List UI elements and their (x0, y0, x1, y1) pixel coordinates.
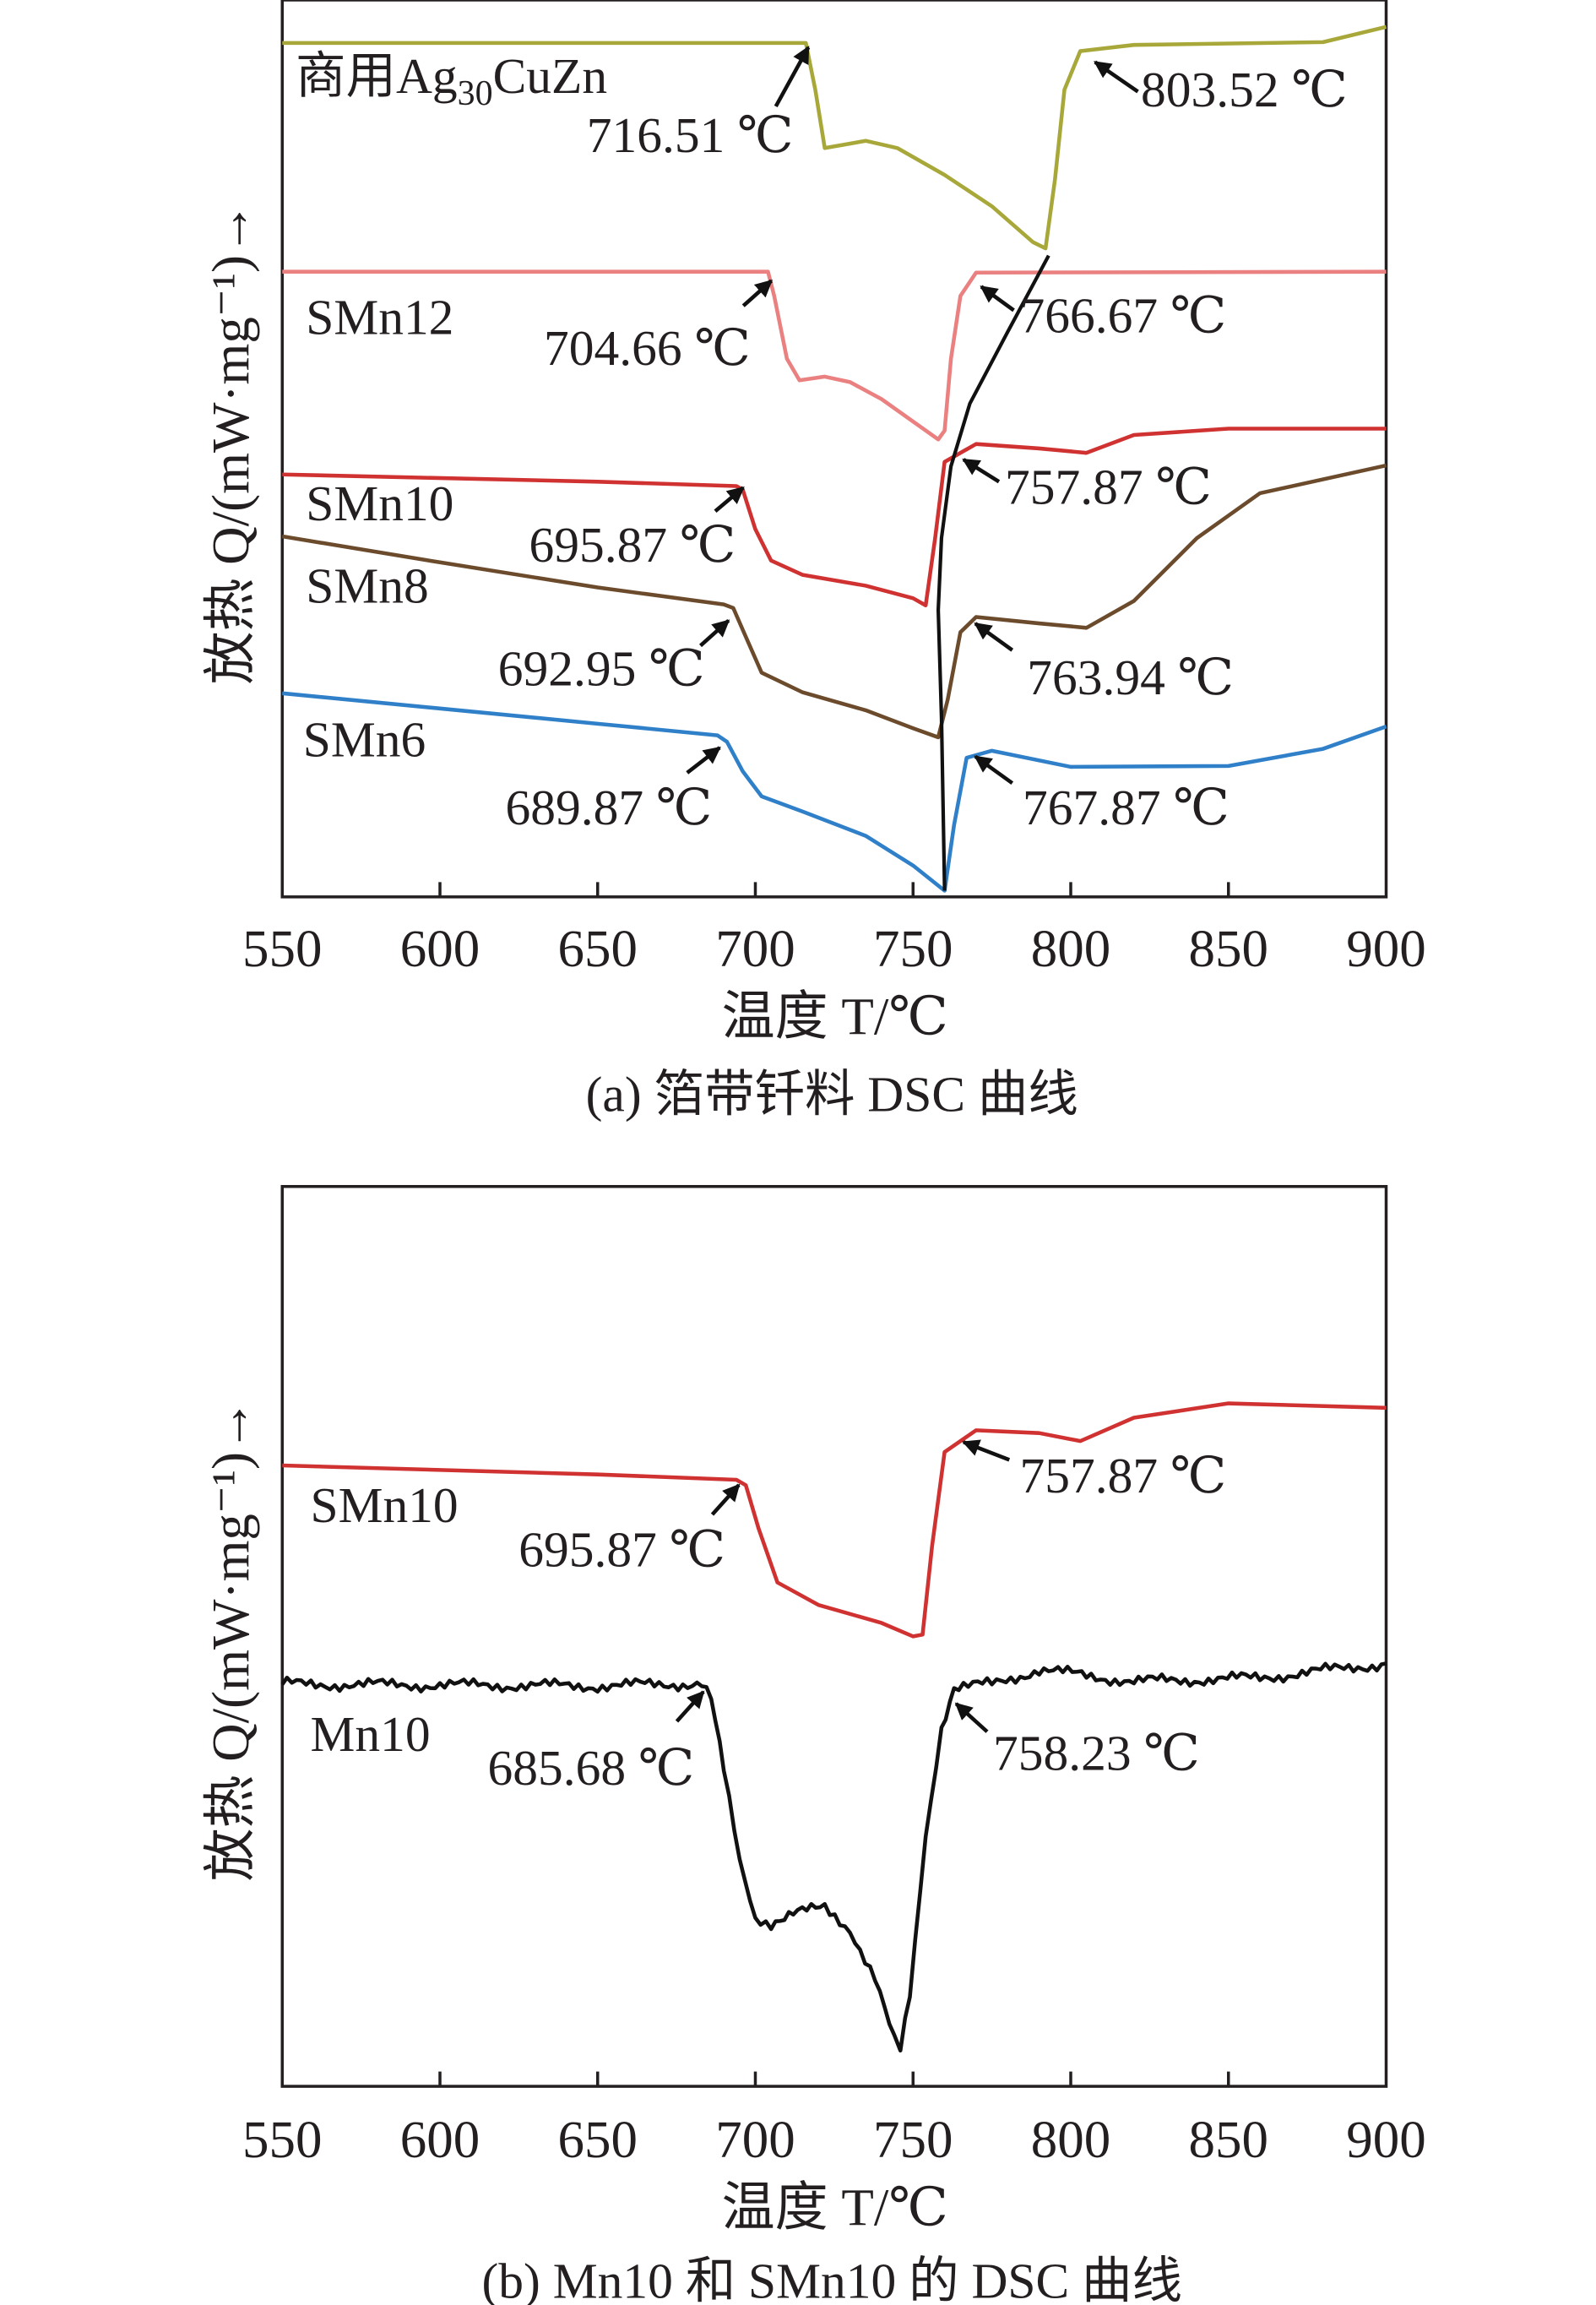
x-tick-label: 900 (1346, 2110, 1425, 2169)
x-tick-label: 750 (873, 919, 953, 978)
series-line-ag30cuzn (282, 24, 1387, 251)
annotation-arrow (974, 754, 1014, 786)
x-tick-label: 800 (1031, 919, 1110, 978)
annotation-arrow (698, 619, 730, 648)
x-tick-label: 800 (1031, 2110, 1110, 2169)
plot-frame (280, 1184, 1388, 2088)
y-axis-title: 放热 Q/(mW·mg⁻¹)→ (201, 1399, 260, 1881)
x-tick-label: 650 (558, 919, 638, 978)
annotation-arrow (710, 1483, 741, 1516)
annotation-arrow (675, 1690, 705, 1723)
annotation-arrow (974, 622, 1014, 652)
series-label: SMn6 (303, 712, 426, 768)
x-tick-label: 700 (715, 919, 795, 978)
annotation-arrow (1094, 60, 1139, 94)
x-axis-title: 温度 T/℃ (722, 987, 948, 1046)
guide-line (936, 254, 1050, 891)
series-label: SMn10 (311, 1477, 459, 1533)
series-line-mn10 (280, 1661, 1387, 2053)
annotation-arrow (962, 1439, 1011, 1462)
annotation-arrow (954, 1702, 989, 1733)
annotation-label: 689.87 ℃ (505, 780, 712, 835)
series-line-smn8 (281, 463, 1387, 740)
chart-b: 550 600 650 700 750 800 850 900 温度 T/℃ (b) Mn10 和… (201, 1184, 1426, 2305)
series-label: SMn8 (306, 558, 428, 614)
series-line-smn6 (282, 691, 1387, 893)
annotation-label: 763.94 ℃ (1027, 650, 1234, 705)
series-label: Mn10 (311, 1706, 431, 1762)
x-tick-label: 850 (1189, 919, 1268, 978)
series-label: 商用Ag30CuZn (296, 48, 607, 113)
annotation-arrow (962, 458, 1001, 484)
x-tick-label: 850 (1189, 2110, 1268, 2169)
annotation-label: 757.87 ℃ (1005, 459, 1212, 515)
series-label-main: 商用Ag (296, 48, 458, 104)
x-tick-label: 900 (1346, 919, 1425, 978)
annotation-arrow (686, 746, 721, 775)
x-tick-label: 750 (873, 2110, 953, 2169)
chart-a: 550 600 650 700 750 800 850 900 温度 T/℃ (a) 箔带钎料 D… (201, 0, 1426, 1123)
annotation-label: 757.87 ℃ (1020, 1448, 1227, 1503)
plot-frame (280, 0, 1388, 899)
annotation-label: 766.67 ℃ (1020, 288, 1227, 344)
figure-caption: (b) Mn10 和 SMn10 的 DSC 曲线 (482, 2253, 1182, 2305)
series-line-smn10 (282, 1401, 1387, 1639)
series-label: SMn12 (306, 289, 453, 345)
annotation-label: 803.52 ℃ (1141, 62, 1348, 117)
series-label-sub: 30 (458, 74, 493, 113)
annotation-label: 685.68 ℃ (488, 1740, 695, 1796)
annotation-label: 695.87 ℃ (529, 517, 736, 573)
annotation-label: 767.87 ℃ (1023, 780, 1230, 835)
x-tick-label: 550 (242, 919, 322, 978)
annotation-arrow (980, 285, 1015, 313)
series-label: SMn10 (306, 476, 453, 531)
annotation-label: 758.23 ℃ (993, 1726, 1200, 1781)
annotation-arrow (741, 279, 774, 307)
x-tick-label: 650 (558, 2110, 638, 2169)
annotation-label: 692.95 ℃ (498, 641, 705, 697)
y-axis-title: 放热 Q/(mW·mg⁻¹)→ (201, 202, 260, 684)
figure-caption: (a) 箔带钎料 DSC 曲线 (586, 1067, 1078, 1123)
x-axis-title: 温度 T/℃ (722, 2178, 948, 2237)
annotation-label: 716.51 ℃ (587, 107, 794, 163)
series-label-tail: CuZn (493, 48, 607, 104)
x-tick-label: 550 (242, 2110, 322, 2169)
x-tick-label: 700 (715, 2110, 795, 2169)
series-line-smn12 (282, 269, 1387, 442)
annotation-label: 695.87 ℃ (518, 1521, 725, 1577)
x-tick-label: 600 (400, 2110, 480, 2169)
annotation-arrow (714, 486, 745, 514)
annotation-arrow (774, 46, 811, 108)
x-tick-label: 600 (400, 919, 480, 978)
annotation-label: 704.66 ℃ (544, 320, 751, 376)
